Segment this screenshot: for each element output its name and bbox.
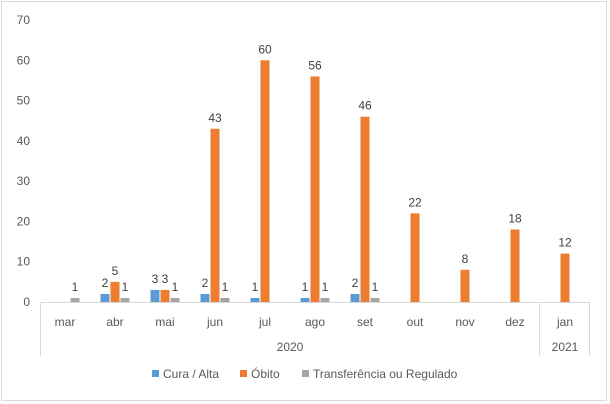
x-tick-label: jan <box>556 315 573 329</box>
bar <box>300 297 310 302</box>
x-group-label: 2020 <box>277 340 304 354</box>
bar <box>220 297 230 302</box>
x-tick-label: mai <box>155 315 174 329</box>
bar <box>460 269 470 302</box>
bar <box>260 60 270 303</box>
data-label: 3 <box>152 272 159 286</box>
bar <box>170 297 180 302</box>
bar <box>110 281 120 302</box>
bar <box>210 128 220 302</box>
data-label: 5 <box>112 264 119 278</box>
bar <box>200 293 210 302</box>
data-label: 22 <box>408 195 422 209</box>
legend-swatch <box>240 370 247 377</box>
data-label: 1 <box>172 280 179 294</box>
bar <box>160 289 170 302</box>
data-label: 18 <box>508 211 522 225</box>
legend-swatch <box>152 370 159 377</box>
x-tick-label: abr <box>106 315 123 329</box>
y-tick-label: 20 <box>17 214 31 228</box>
y-tick-label: 40 <box>17 134 31 148</box>
bar <box>360 116 370 302</box>
x-group-label: 2021 <box>552 340 579 354</box>
x-tick-label: dez <box>505 315 524 329</box>
data-label: 3 <box>162 272 169 286</box>
y-tick-label: 50 <box>17 94 31 108</box>
bar <box>120 297 130 302</box>
data-label: 56 <box>308 58 322 72</box>
x-tick-label: ago <box>305 315 325 329</box>
data-label: 1 <box>222 280 229 294</box>
data-label: 2 <box>102 276 109 290</box>
y-tick-label: 30 <box>17 174 31 188</box>
data-label: 60 <box>258 42 272 56</box>
data-label: 1 <box>322 280 329 294</box>
bar <box>100 293 110 302</box>
data-label: 1 <box>372 280 379 294</box>
data-label: 2 <box>352 276 359 290</box>
y-tick-label: 60 <box>17 53 31 67</box>
bar <box>250 297 260 302</box>
x-tick-label: jun <box>206 315 223 329</box>
x-tick-label: nov <box>455 315 474 329</box>
bar <box>310 76 320 303</box>
legend-label: Cura / Alta <box>163 367 219 381</box>
bar <box>410 213 420 302</box>
data-label: 46 <box>358 99 372 113</box>
data-label: 1 <box>72 280 79 294</box>
data-label: 12 <box>558 236 572 250</box>
y-tick-label: 10 <box>17 255 31 269</box>
bar <box>370 297 380 302</box>
bar <box>70 297 80 302</box>
data-label: 8 <box>462 252 469 266</box>
x-tick-label: mar <box>55 315 76 329</box>
x-tick-label: jul <box>258 315 271 329</box>
data-label: 1 <box>122 280 129 294</box>
bar <box>320 297 330 302</box>
bar <box>510 229 520 302</box>
data-label: 2 <box>202 276 209 290</box>
bar <box>350 293 360 302</box>
bar <box>560 253 570 302</box>
legend-label: Transferência ou Regulado <box>313 367 458 381</box>
y-tick-label: 70 <box>17 13 31 27</box>
data-label: 43 <box>208 111 222 125</box>
legend-swatch <box>302 370 309 377</box>
x-tick-label: out <box>407 315 424 329</box>
data-label: 1 <box>302 280 309 294</box>
x-tick-label: set <box>357 315 374 329</box>
y-tick-label: 0 <box>23 295 30 309</box>
bar <box>150 289 160 302</box>
data-label: 1 <box>252 280 259 294</box>
legend-label: Óbito <box>251 366 280 381</box>
